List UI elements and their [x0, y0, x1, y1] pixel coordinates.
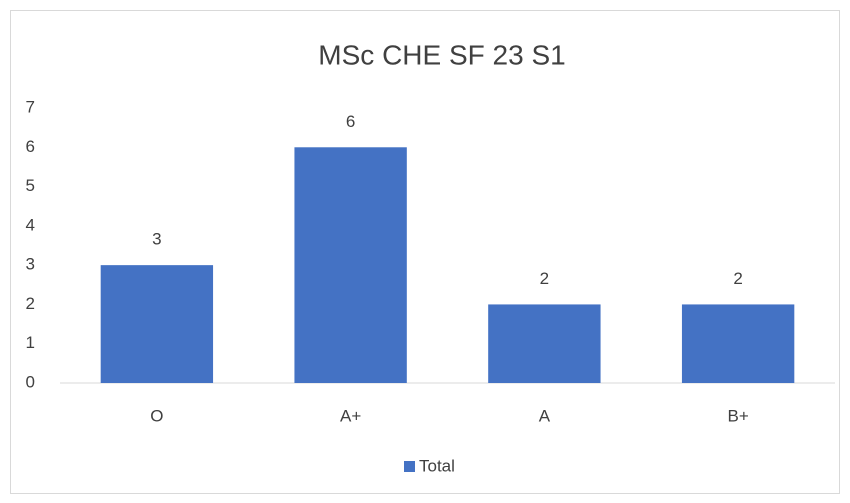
y-tick-label: 3 — [26, 255, 35, 274]
y-tick-label: 5 — [26, 176, 35, 195]
data-label: 2 — [540, 269, 549, 288]
legend-swatch — [404, 461, 415, 472]
bar — [294, 147, 407, 383]
y-tick-label: 6 — [26, 137, 35, 156]
legend-label: Total — [419, 456, 455, 475]
x-tick-label: O — [150, 406, 163, 425]
y-tick-label: 0 — [26, 372, 35, 391]
bar — [488, 304, 601, 383]
y-tick-label: 4 — [26, 215, 35, 234]
x-tick-label: A+ — [340, 406, 361, 425]
data-label: 2 — [733, 269, 742, 288]
y-tick-label: 7 — [26, 97, 35, 116]
data-label: 6 — [346, 112, 355, 131]
bar — [100, 265, 214, 383]
bar — [681, 304, 795, 383]
y-tick-label: 1 — [26, 333, 35, 352]
data-label: 3 — [152, 230, 161, 249]
chart-title: MSc CHE SF 23 S1 — [318, 39, 565, 70]
chart-border — [10, 10, 840, 494]
x-tick-label: B+ — [727, 406, 748, 425]
y-tick-label: 2 — [26, 294, 35, 313]
x-tick-label: A — [539, 406, 551, 425]
